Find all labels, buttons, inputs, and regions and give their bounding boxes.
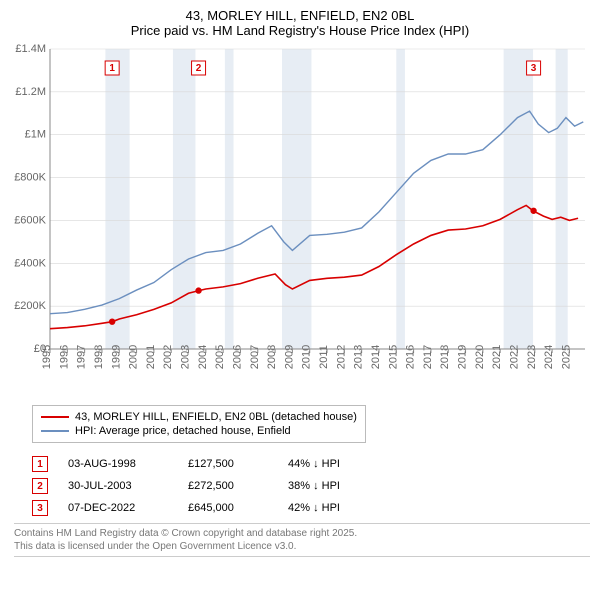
svg-text:£1.2M: £1.2M bbox=[15, 86, 46, 98]
data-table: 1 03-AUG-1998 £127,500 44% ↓ HPI 2 30-JUL-200… bbox=[32, 453, 590, 519]
svg-text:2006: 2006 bbox=[231, 345, 243, 369]
svg-text:2013: 2013 bbox=[353, 345, 365, 369]
chart-container: 43, MORLEY HILL, ENFIELD, EN2 0BL Price … bbox=[0, 0, 600, 590]
svg-text:2017: 2017 bbox=[422, 345, 434, 369]
svg-text:2022: 2022 bbox=[508, 345, 520, 369]
svg-text:2005: 2005 bbox=[214, 345, 226, 369]
svg-text:1995: 1995 bbox=[41, 345, 53, 369]
svg-text:2016: 2016 bbox=[405, 345, 417, 369]
svg-text:£1M: £1M bbox=[25, 129, 46, 141]
svg-text:2003: 2003 bbox=[180, 345, 192, 369]
legend-label: 43, MORLEY HILL, ENFIELD, EN2 0BL (detac… bbox=[75, 411, 357, 423]
svg-text:£1.4M: £1.4M bbox=[15, 44, 46, 55]
row-marker: 2 bbox=[32, 478, 48, 494]
row-date: 07-DEC-2022 bbox=[68, 502, 168, 514]
row-diff: 38% ↓ HPI bbox=[288, 480, 378, 492]
row-date: 30-JUL-2003 bbox=[68, 480, 168, 492]
svg-text:2020: 2020 bbox=[474, 345, 486, 369]
title-line1: 43, MORLEY HILL, ENFIELD, EN2 0BL bbox=[10, 8, 590, 23]
license-line1: Contains HM Land Registry data © Crown c… bbox=[14, 527, 590, 540]
svg-text:2007: 2007 bbox=[249, 345, 261, 369]
svg-text:2025: 2025 bbox=[560, 345, 572, 369]
svg-text:£600K: £600K bbox=[14, 214, 46, 226]
table-row: 1 03-AUG-1998 £127,500 44% ↓ HPI bbox=[32, 453, 590, 475]
svg-text:2008: 2008 bbox=[266, 345, 278, 369]
svg-text:2000: 2000 bbox=[128, 345, 140, 369]
license-text: Contains HM Land Registry data © Crown c… bbox=[14, 523, 590, 557]
svg-text:2021: 2021 bbox=[491, 345, 503, 369]
row-price: £645,000 bbox=[188, 502, 268, 514]
line-chart: £0£200K£400K£600K£800K£1M£1.2M£1.4M19951… bbox=[10, 44, 590, 399]
svg-text:1999: 1999 bbox=[110, 345, 122, 369]
title-block: 43, MORLEY HILL, ENFIELD, EN2 0BL Price … bbox=[10, 8, 590, 38]
row-diff: 44% ↓ HPI bbox=[288, 458, 378, 470]
row-marker: 3 bbox=[32, 500, 48, 516]
svg-text:2024: 2024 bbox=[543, 345, 555, 369]
title-line2: Price paid vs. HM Land Registry's House … bbox=[10, 23, 590, 38]
svg-text:1996: 1996 bbox=[58, 345, 70, 369]
svg-text:1997: 1997 bbox=[76, 345, 88, 369]
svg-text:1: 1 bbox=[109, 63, 115, 74]
svg-text:2018: 2018 bbox=[439, 345, 451, 369]
svg-text:2023: 2023 bbox=[526, 345, 538, 369]
row-marker: 1 bbox=[32, 456, 48, 472]
svg-text:£400K: £400K bbox=[14, 257, 46, 269]
row-diff: 42% ↓ HPI bbox=[288, 502, 378, 514]
row-price: £272,500 bbox=[188, 480, 268, 492]
table-row: 3 07-DEC-2022 £645,000 42% ↓ HPI bbox=[32, 497, 590, 519]
svg-text:1998: 1998 bbox=[93, 345, 105, 369]
row-price: £127,500 bbox=[188, 458, 268, 470]
table-row: 2 30-JUL-2003 £272,500 38% ↓ HPI bbox=[32, 475, 590, 497]
legend-swatch bbox=[41, 430, 69, 432]
legend-label: HPI: Average price, detached house, Enfi… bbox=[75, 425, 291, 437]
row-date: 03-AUG-1998 bbox=[68, 458, 168, 470]
svg-text:2019: 2019 bbox=[457, 345, 469, 369]
svg-text:2009: 2009 bbox=[283, 345, 295, 369]
svg-text:2010: 2010 bbox=[301, 345, 313, 369]
chart-area: £0£200K£400K£600K£800K£1M£1.2M£1.4M19951… bbox=[10, 44, 590, 399]
legend-item: 43, MORLEY HILL, ENFIELD, EN2 0BL (detac… bbox=[41, 410, 357, 424]
svg-text:2: 2 bbox=[196, 63, 202, 74]
legend: 43, MORLEY HILL, ENFIELD, EN2 0BL (detac… bbox=[32, 405, 366, 443]
legend-swatch bbox=[41, 416, 69, 418]
svg-text:3: 3 bbox=[531, 63, 537, 74]
svg-text:2004: 2004 bbox=[197, 345, 209, 369]
svg-text:2012: 2012 bbox=[335, 345, 347, 369]
svg-text:2014: 2014 bbox=[370, 345, 382, 369]
svg-text:2001: 2001 bbox=[145, 345, 157, 369]
svg-text:£200K: £200K bbox=[14, 300, 46, 312]
svg-text:2002: 2002 bbox=[162, 345, 174, 369]
svg-text:£800K: £800K bbox=[14, 172, 46, 184]
license-line2: This data is licensed under the Open Gov… bbox=[14, 540, 590, 553]
legend-item: HPI: Average price, detached house, Enfi… bbox=[41, 424, 357, 438]
svg-text:2015: 2015 bbox=[387, 345, 399, 369]
